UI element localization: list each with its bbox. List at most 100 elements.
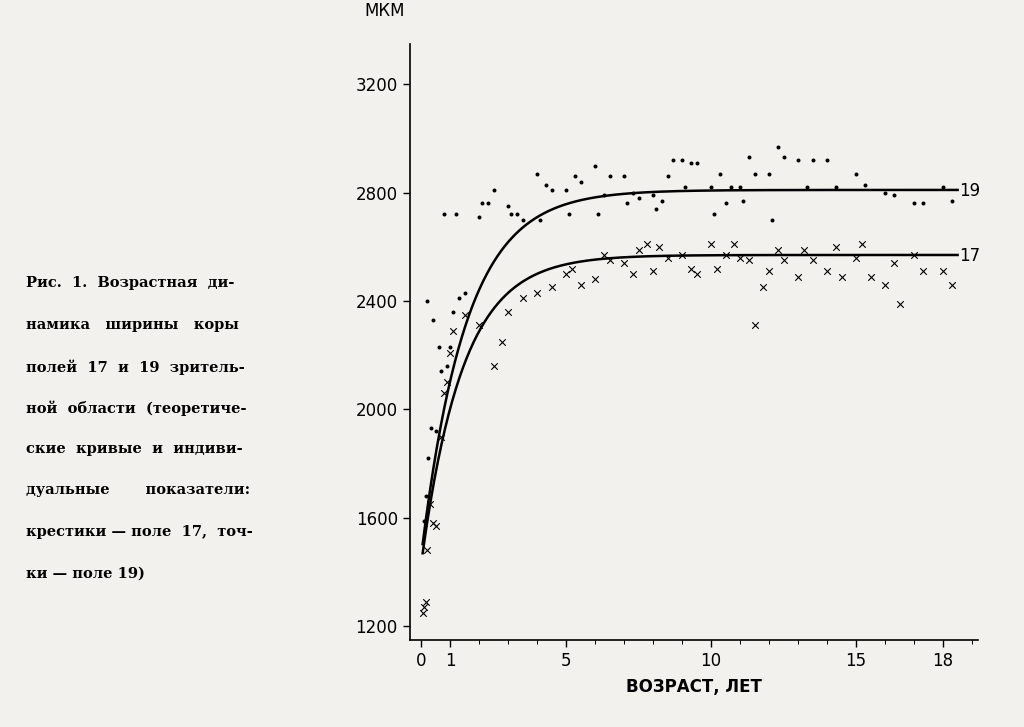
Point [616, 171, 633, 182]
Point [886, 257, 902, 269]
Point [877, 187, 893, 198]
Text: Рис.  1.  Возрастная  ди-: Рис. 1. Возрастная ди- [26, 276, 233, 290]
Point [418, 596, 434, 608]
Point [677, 182, 693, 193]
Text: дуальные       показатели:: дуальные показатели: [26, 483, 250, 497]
Point [906, 198, 923, 209]
Point [587, 273, 603, 285]
Point [558, 184, 574, 196]
Point [457, 287, 473, 299]
Point [709, 262, 725, 274]
Point [674, 249, 690, 261]
Point [659, 171, 676, 182]
Point [666, 154, 682, 166]
Point [651, 241, 668, 253]
Point [416, 515, 432, 526]
Point [442, 347, 459, 358]
Point [500, 306, 516, 318]
Point [718, 198, 734, 209]
Point [746, 168, 763, 180]
Point [572, 176, 589, 188]
Point [702, 238, 719, 250]
Point [944, 279, 961, 291]
Point [451, 292, 467, 304]
Point [914, 265, 931, 277]
Point [427, 520, 443, 531]
Point [775, 254, 792, 266]
Point [420, 452, 436, 464]
Text: полей  17  и  19  зритель-: полей 17 и 19 зритель- [26, 359, 245, 374]
Text: ной  области  (теоретиче-: ной области (теоретиче- [26, 401, 246, 416]
Point [430, 341, 446, 353]
Point [436, 387, 453, 399]
Point [631, 244, 647, 255]
Point [827, 182, 844, 193]
Text: крестики — поле  17,  точ-: крестики — поле 17, точ- [26, 525, 252, 539]
Point [796, 244, 812, 255]
Point [740, 254, 757, 266]
Text: 17: 17 [959, 247, 980, 265]
Point [419, 545, 435, 556]
Point [718, 249, 734, 261]
Point [799, 182, 815, 193]
Point [790, 154, 806, 166]
Point [723, 182, 739, 193]
Point [631, 192, 647, 204]
Point [732, 182, 749, 193]
Point [625, 268, 641, 280]
Point [514, 214, 530, 225]
Point [415, 607, 431, 619]
Point [770, 141, 786, 153]
Point [566, 171, 583, 182]
Point [712, 168, 728, 180]
Point [509, 209, 525, 220]
Point [616, 257, 633, 269]
Point [702, 182, 719, 193]
Point [688, 268, 705, 280]
Point [790, 271, 806, 283]
Point [529, 168, 546, 180]
Point [425, 314, 441, 326]
Point [596, 249, 612, 261]
Point [706, 209, 722, 220]
Point [479, 198, 496, 209]
Point [485, 184, 502, 196]
Point [827, 241, 844, 253]
Point [935, 265, 951, 277]
Point [761, 168, 777, 180]
Point [416, 601, 432, 613]
Point [447, 209, 464, 220]
Point [457, 309, 473, 321]
Point [572, 279, 589, 291]
Point [564, 262, 581, 274]
Point [659, 252, 676, 263]
Point [439, 377, 456, 388]
Point [906, 249, 923, 261]
Text: МКМ: МКМ [365, 1, 404, 20]
Point [735, 195, 752, 206]
Point [648, 203, 665, 214]
Point [775, 152, 792, 164]
Point [639, 238, 655, 250]
Point [503, 209, 519, 220]
Point [423, 422, 439, 434]
Point [436, 209, 453, 220]
Point [439, 361, 456, 372]
Point [862, 271, 879, 283]
Point [544, 184, 560, 196]
Point [886, 190, 902, 201]
Point [732, 252, 749, 263]
X-axis label: ВОЗРАСТ, ЛЕТ: ВОЗРАСТ, ЛЕТ [626, 678, 762, 696]
Point [805, 154, 821, 166]
Point [740, 152, 757, 164]
Point [944, 195, 961, 206]
Point [422, 499, 438, 510]
Point [935, 182, 951, 193]
Point [495, 336, 511, 348]
Point [418, 490, 434, 502]
Point [425, 518, 441, 529]
Point [755, 281, 771, 293]
Point [596, 190, 612, 201]
Text: намика   ширины   коры: намика ширины коры [26, 318, 239, 332]
Point [764, 214, 780, 225]
